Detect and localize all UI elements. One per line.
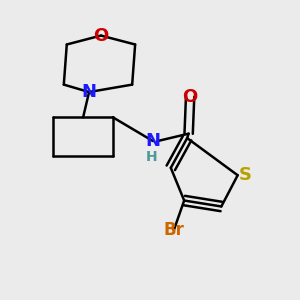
- Text: N: N: [146, 132, 160, 150]
- Text: O: O: [182, 88, 198, 106]
- Text: Br: Br: [163, 221, 184, 239]
- Text: S: S: [238, 166, 252, 184]
- Text: H: H: [146, 150, 157, 164]
- Text: N: N: [82, 83, 97, 101]
- Text: O: O: [93, 27, 109, 45]
